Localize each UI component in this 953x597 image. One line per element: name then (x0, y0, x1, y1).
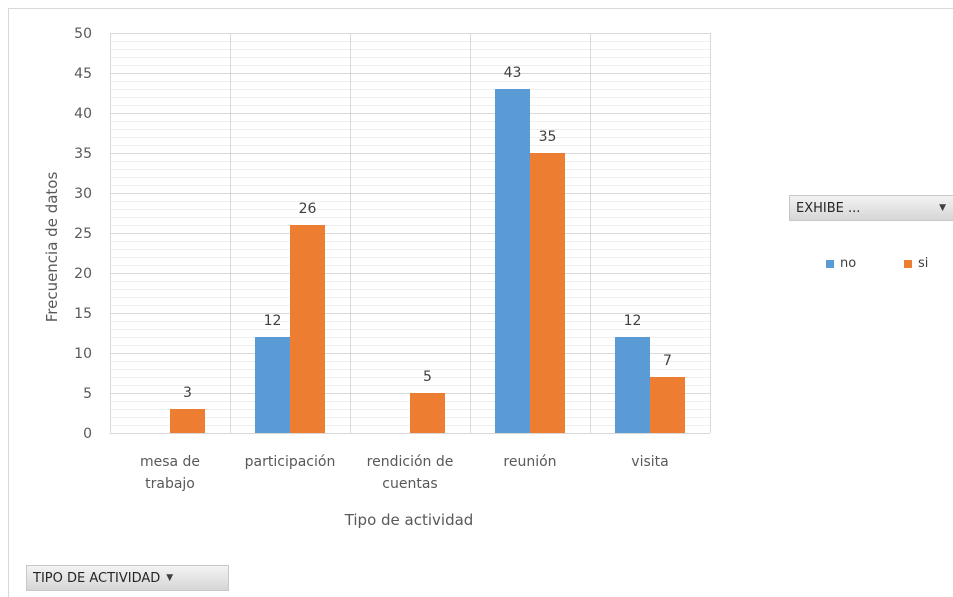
data-labels: 12 43 12 3 26 5 35 7 (183, 65, 672, 401)
minor-gridlines (110, 41, 710, 426)
bar-si[interactable] (170, 409, 205, 433)
y-tick-label: 15 (74, 306, 92, 322)
major-gridlines (110, 33, 711, 434)
x-tick-labels: mesa de trabajo participación rendición de c… (140, 454, 669, 492)
data-label: 3 (183, 385, 192, 401)
x-axis-title: Tipo de actividad (344, 511, 474, 529)
x-tick-label: reunión (503, 454, 556, 470)
x-tick-label: visita (631, 454, 668, 470)
axis-filter-button[interactable]: TIPO DE ACTIVIDAD ▼ (26, 565, 229, 591)
legend-item-no[interactable]: no (826, 256, 856, 271)
legend-swatch (826, 259, 834, 268)
data-label: 5 (423, 369, 432, 385)
x-tick-label: mesa de trabajo (140, 454, 200, 492)
bar-no[interactable] (255, 337, 290, 433)
data-label: 26 (299, 201, 317, 217)
y-tick-label: 25 (74, 226, 92, 242)
bar-no[interactable] (615, 337, 650, 433)
legend-item-si[interactable]: si (904, 256, 928, 271)
bar-si[interactable] (650, 377, 685, 433)
chevron-down-icon: ▼ (939, 203, 946, 213)
legend-label: no (840, 256, 857, 271)
legend-label: si (918, 256, 929, 271)
y-tick-label: 0 (83, 426, 92, 442)
data-label: 12 (264, 313, 282, 329)
bar-si[interactable] (410, 393, 445, 433)
legend-filter-label: EXHIBE ... (796, 200, 861, 216)
y-tick-label: 40 (74, 106, 92, 122)
axis-filter-label: TIPO DE ACTIVIDAD (33, 570, 161, 586)
y-tick-label: 20 (74, 266, 92, 282)
legend-filter-button[interactable]: EXHIBE ... ▼ (789, 195, 953, 221)
data-label: 43 (504, 65, 522, 81)
x-tick-label: participación (245, 454, 336, 470)
bar-si[interactable] (290, 225, 325, 433)
x-tick-label: rendición de cuentas (367, 454, 454, 492)
y-tick-label: 30 (74, 186, 92, 202)
legend-swatch (904, 259, 912, 268)
bar-si[interactable] (530, 153, 565, 433)
y-tick-labels: 0 5 10 15 20 25 30 35 40 45 50 (74, 26, 92, 442)
y-axis-title: Frecuencia de datos (43, 172, 61, 323)
y-tick-label: 50 (74, 26, 92, 42)
data-label: 35 (539, 129, 557, 145)
chevron-down-icon: ▼ (166, 573, 174, 583)
chart-frame (8, 8, 953, 597)
y-tick-label: 35 (74, 146, 92, 162)
bar-no[interactable] (495, 89, 530, 433)
bars (170, 89, 685, 433)
y-tick-label: 10 (74, 346, 92, 362)
y-tick-label: 45 (74, 66, 92, 82)
data-label: 7 (663, 353, 672, 369)
y-tick-label: 5 (83, 386, 92, 402)
data-label: 12 (624, 313, 642, 329)
